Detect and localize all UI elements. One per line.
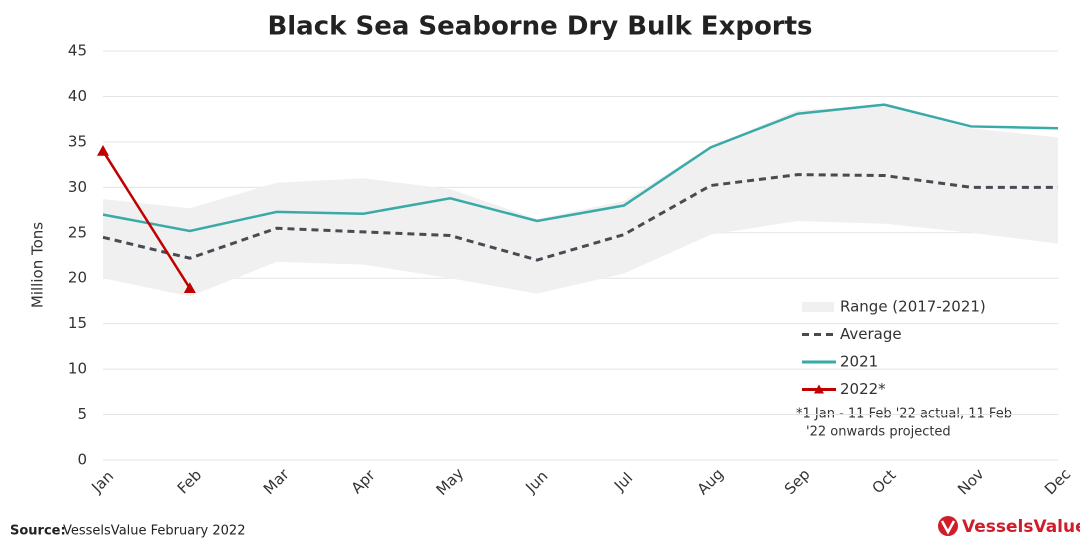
footnote: '22 onwards projected bbox=[806, 425, 951, 440]
x-tick-label: Jan bbox=[87, 467, 117, 497]
marker bbox=[97, 144, 109, 156]
y-tick-label: 35 bbox=[68, 132, 87, 150]
legend-label: Average bbox=[840, 325, 902, 343]
x-tick-label: Jul bbox=[610, 469, 636, 495]
x-tick-label: Sep bbox=[781, 465, 814, 498]
footnote: *1 Jan - 11 Feb '22 actual, 11 Feb bbox=[796, 407, 1012, 422]
series-line bbox=[102, 103, 1059, 233]
y-tick-label: 45 bbox=[68, 42, 87, 60]
legend-label: Range (2017-2021) bbox=[840, 298, 986, 316]
legend-swatch bbox=[802, 302, 834, 312]
series-line bbox=[101, 150, 191, 289]
y-tick-label: 25 bbox=[68, 223, 87, 241]
y-tick-label: 15 bbox=[68, 314, 87, 332]
y-tick-label: 40 bbox=[68, 87, 87, 105]
x-tick-label: May bbox=[433, 464, 468, 499]
chart-title: Black Sea Seaborne Dry Bulk Exports bbox=[267, 12, 812, 42]
legend-label: 2021 bbox=[840, 353, 878, 371]
source: VesselsValue February 2022 bbox=[63, 524, 245, 539]
y-tick-label: 10 bbox=[68, 360, 87, 378]
x-tick-label: Aug bbox=[694, 465, 727, 498]
logo: VesselsValue bbox=[938, 516, 1080, 537]
x-tick-label: Apr bbox=[348, 466, 380, 498]
y-tick-label: 0 bbox=[77, 451, 87, 469]
legend-marker bbox=[814, 384, 824, 394]
x-tick-label: Nov bbox=[954, 465, 988, 499]
y-tick-label: 30 bbox=[68, 178, 87, 196]
range-band bbox=[103, 105, 1058, 297]
x-tick-label: Dec bbox=[1041, 465, 1074, 498]
y-axis-label: Million Tons bbox=[29, 222, 47, 308]
x-tick-label: Feb bbox=[174, 466, 206, 498]
y-tick-label: 20 bbox=[68, 269, 87, 287]
logo-text: VesselsValue bbox=[962, 517, 1080, 537]
source-label: Source: bbox=[10, 524, 66, 539]
marker bbox=[183, 282, 196, 294]
x-tick-label: Mar bbox=[260, 465, 293, 498]
x-tick-label: Jun bbox=[521, 467, 551, 497]
legend-label: 2022* bbox=[840, 380, 886, 398]
x-tick-label: Oct bbox=[868, 466, 899, 497]
y-tick-label: 5 bbox=[77, 405, 87, 423]
logo-icon-mark bbox=[940, 520, 956, 535]
